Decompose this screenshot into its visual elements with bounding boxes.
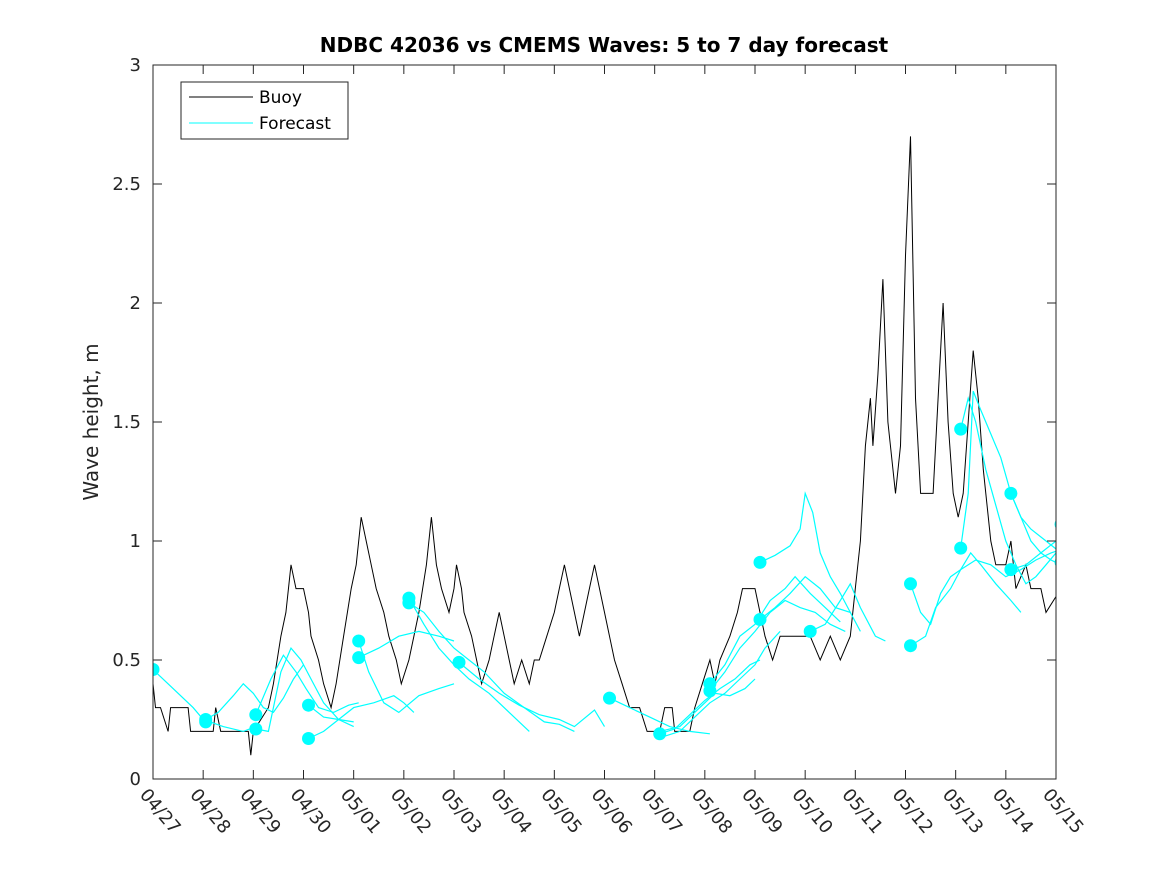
forecast-start-marker-21 [954,422,968,436]
forecast-start-marker-24 [1004,563,1018,577]
forecast-run-line-3 [255,654,359,715]
y-tick-label: 2 [130,293,141,314]
plot-area [153,65,1056,779]
forecast-run-line-20 [910,551,1022,647]
forecast-run-line-17 [759,491,851,613]
legend-forecast-label: Forecast [259,114,331,134]
forecast-start-marker-5 [302,698,315,712]
forecast-run-line-9 [408,602,575,732]
forecast-start-marker-23 [1004,486,1018,500]
forecast-run-line-6 [358,640,455,714]
forecast-run-line-25 [1010,540,1056,571]
forecast-start-marker-8 [352,651,366,665]
forecast-start-marker-17 [753,613,767,626]
legend-buoy-label: Buoy [259,88,302,108]
y-tick-label: 1.5 [112,412,141,433]
forecast-start-marker-19 [904,577,917,591]
forecast-start-marker-2 [199,715,213,729]
forecast-start-marker-22 [954,541,968,555]
forecast-run-line-11 [609,697,710,735]
forecast-run-line-21 [909,550,1056,626]
buoy-series-line [153,136,1056,756]
forecast-run-line-16 [709,575,841,685]
forecast-run-line-8 [408,597,530,732]
y-tick-label: 1 [130,531,141,552]
y-tick-label: 0.5 [112,650,141,671]
forecast-run-line-4 [308,704,354,723]
forecast-run-line-2 [255,646,354,733]
forecast-start-marker-13 [653,727,667,741]
y-tick-label: 3 [130,55,141,76]
forecast-start-marker-7 [352,634,366,648]
forecast-start-marker-0 [153,663,160,676]
forecast-run-line-24 [1010,493,1056,550]
forecast-run-line-7 [358,630,455,659]
forecast-start-marker-6 [302,732,315,745]
forecast-run-line-10 [458,661,606,728]
forecast-run-line-23 [960,390,1056,564]
forecast-start-marker-11 [452,655,466,669]
forecast-run-line-15 [709,599,846,692]
legend: Buoy Forecast [180,81,349,140]
forecast-start-marker-20 [904,639,917,653]
legend-box [180,81,349,140]
forecast-run-line-19 [809,582,886,642]
y-tick-label: 2.5 [112,174,141,195]
forecast-run-line-18 [759,575,861,632]
y-tick-label: 0 [130,769,141,790]
data-layer [153,136,1056,756]
forecast-start-marker-4 [249,722,263,736]
forecast-start-marker-15 [703,684,717,698]
y-axis-label: Wave height, m [79,343,103,500]
forecast-start-marker-12 [603,691,616,705]
forecast-run-line-5 [308,695,415,740]
forecast-run-line-14 [664,630,781,737]
forecast-start-marker-3 [249,708,263,722]
forecast-run-line-22 [960,395,1056,585]
chart-title: NDBC 42036 vs CMEMS Waves: 5 to 7 day fo… [320,33,889,57]
forecast-start-marker-10 [402,596,416,610]
forecast-start-marker-16 [753,555,767,569]
forecast-run-line-1 [205,664,304,721]
forecast-start-marker-18 [803,624,817,638]
